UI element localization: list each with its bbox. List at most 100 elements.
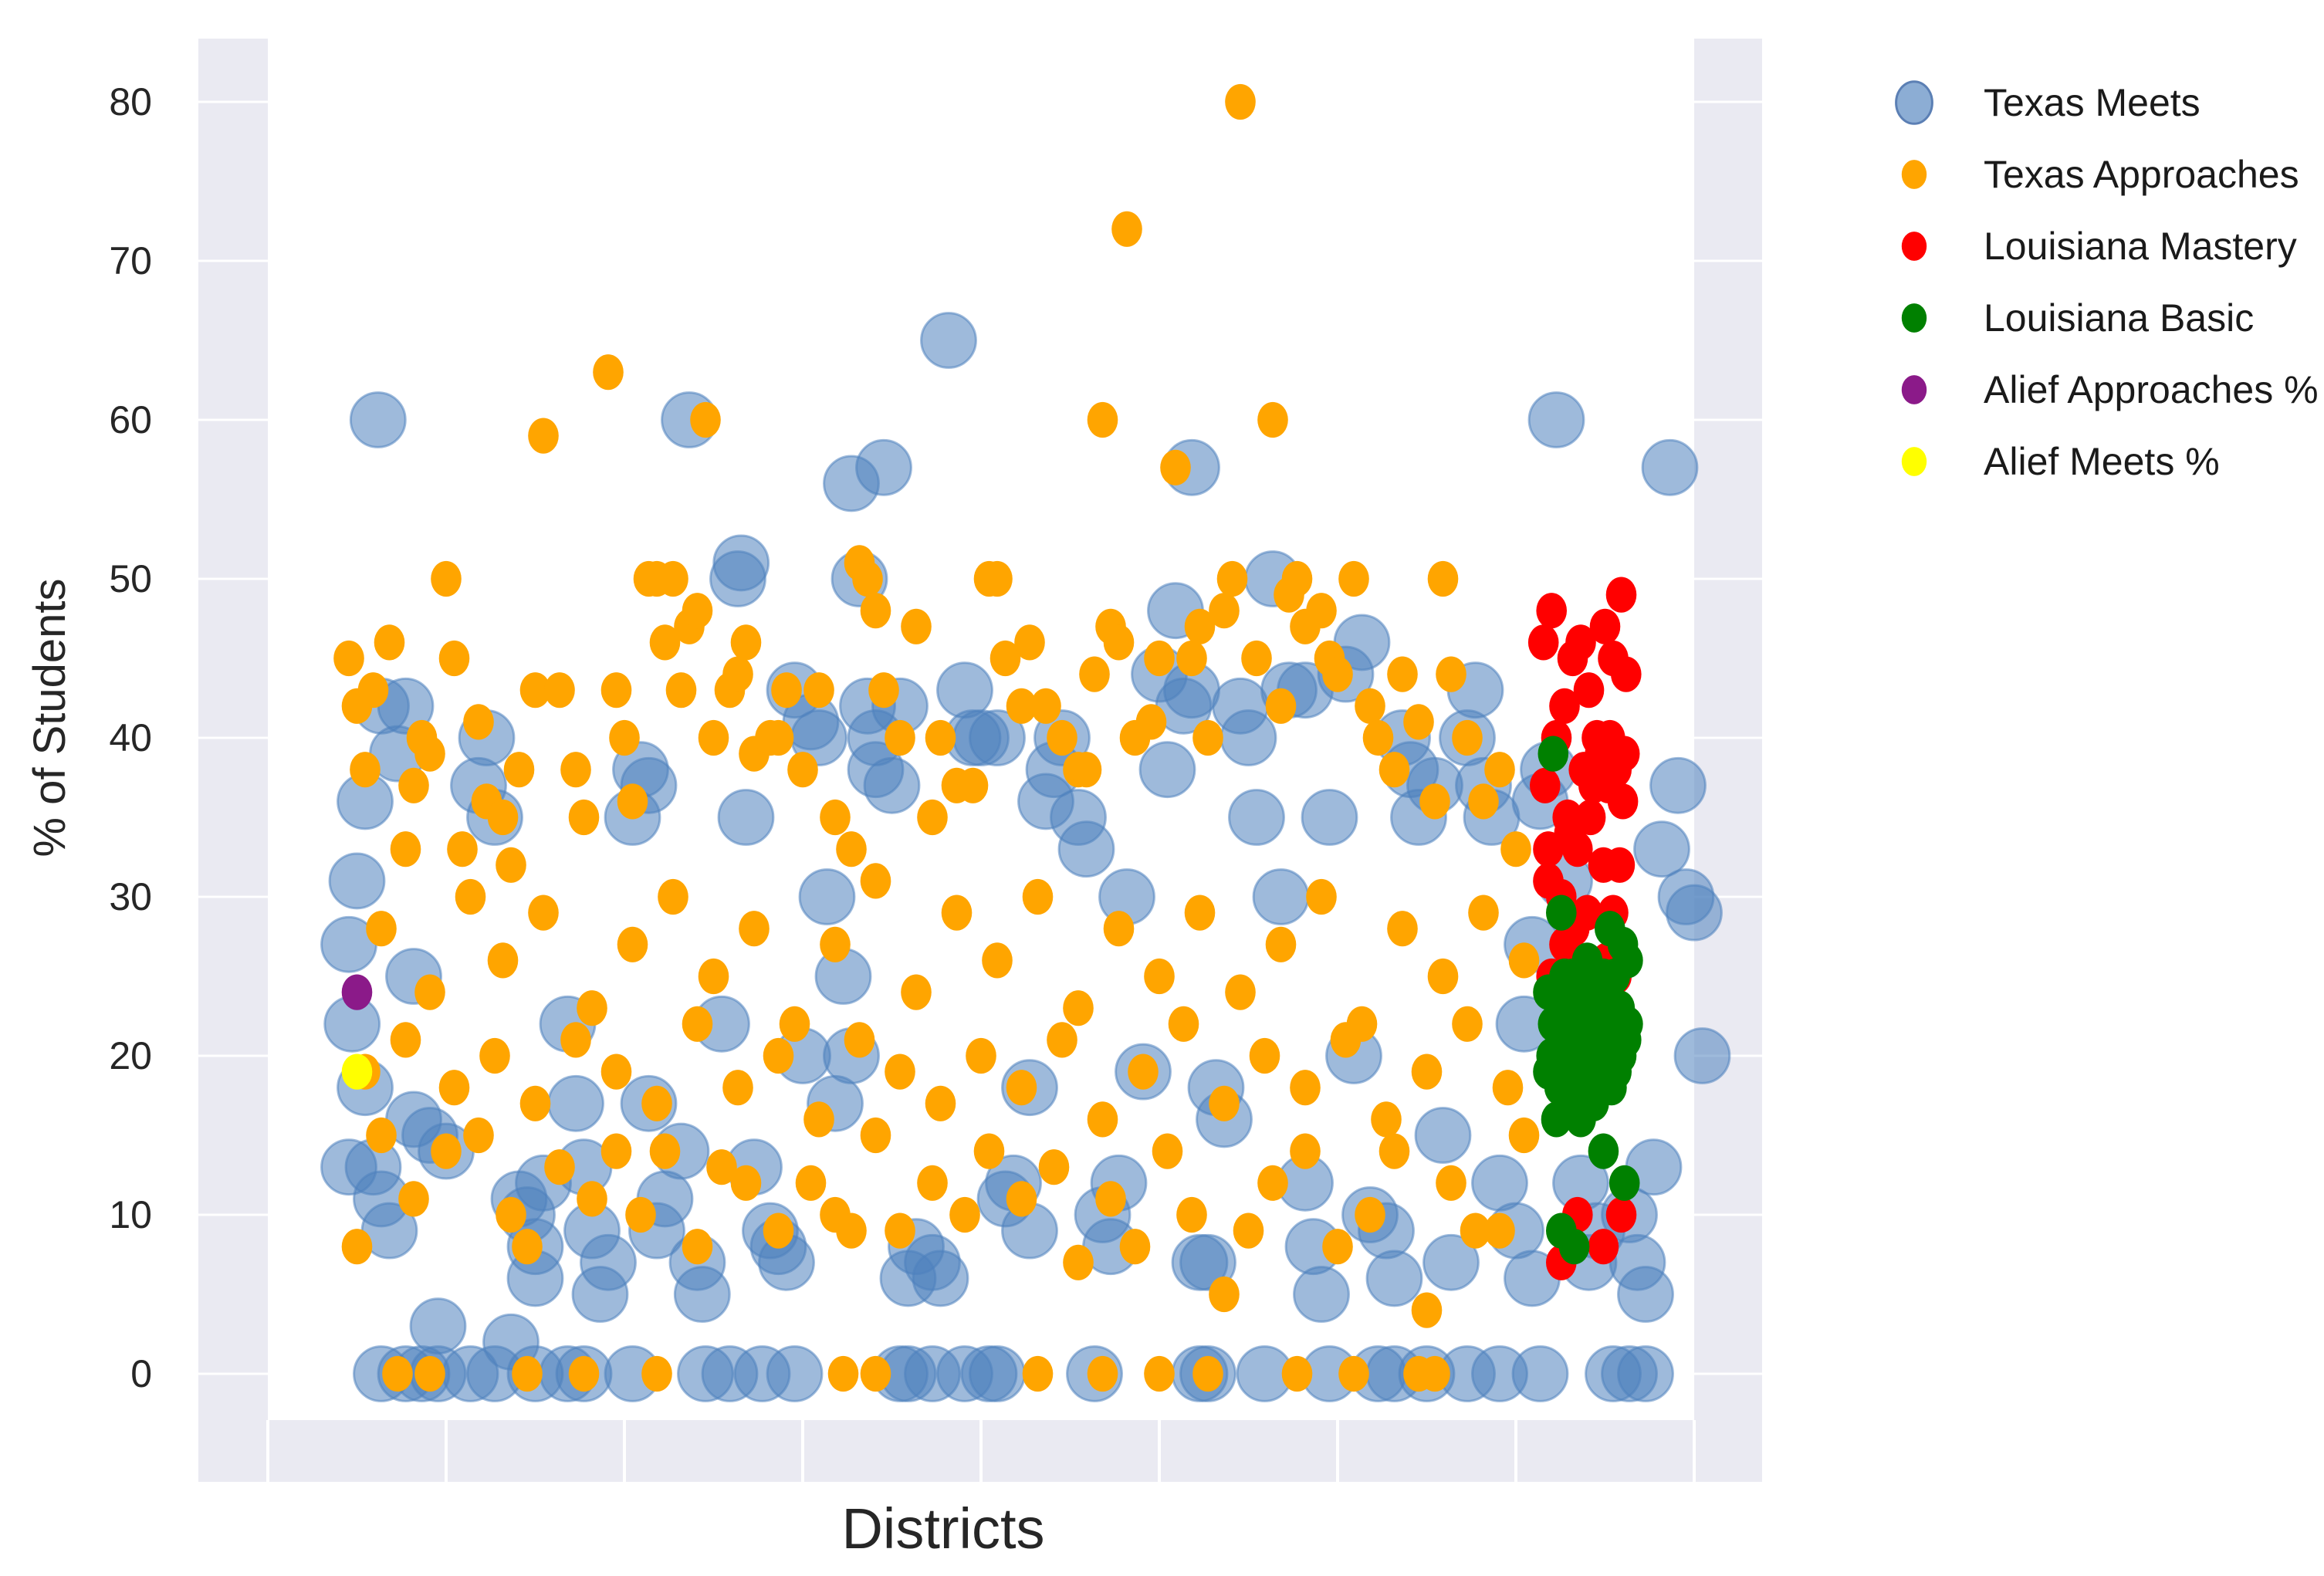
scatter-point: [868, 672, 899, 709]
scatter-point: [1135, 704, 1167, 740]
scatter-point: [1038, 1149, 1070, 1185]
scatter-point: [912, 1250, 969, 1307]
scatter-point: [917, 1165, 948, 1201]
scatter-point: [982, 942, 1013, 979]
scatter-point: [1087, 1101, 1118, 1138]
scatter-point: [600, 672, 632, 709]
scatter-point: [649, 1133, 681, 1169]
scatter-point: [1103, 624, 1135, 661]
scatter-point: [1530, 767, 1561, 803]
scatter-point: [1362, 719, 1394, 756]
scatter-point: [1160, 449, 1191, 485]
scatter-point: [739, 911, 770, 947]
scatter-point: [1573, 672, 1605, 709]
scatter-point: [625, 1196, 656, 1233]
scatter-point: [682, 1229, 713, 1265]
scatter-point: [901, 608, 932, 644]
y-tick-label: 10: [109, 1193, 152, 1236]
scatter-point: [1265, 688, 1297, 724]
scatter-point: [496, 847, 526, 883]
scatter-point: [1379, 1133, 1410, 1169]
scatter-point: [1379, 752, 1410, 788]
scatter-point: [1419, 783, 1450, 820]
scatter-point: [398, 1181, 429, 1217]
scatter-point: [1014, 624, 1045, 661]
scatter-point: [1192, 719, 1223, 756]
scatter-point: [577, 1181, 607, 1217]
scatter-point: [438, 640, 470, 677]
scatter-point: [1241, 640, 1272, 677]
scatter-point: [1592, 767, 1624, 803]
scatter-point: [1468, 895, 1499, 931]
scatter-point: [1562, 1037, 1593, 1074]
scatter-point: [398, 767, 429, 803]
scatter-point: [863, 756, 921, 814]
scatter-point: [941, 895, 973, 931]
scatter-point: [1617, 1266, 1674, 1323]
scatter-point: [1427, 560, 1459, 597]
scatter-point: [349, 391, 407, 448]
scatter-point: [844, 1022, 875, 1058]
scatter-point: [1006, 688, 1037, 724]
scatter-point: [1047, 719, 1077, 756]
series-louisiana-basic: [1533, 736, 1643, 1265]
legend-marker: [1901, 375, 1927, 404]
scatter-point: [414, 1355, 445, 1392]
scatter-point: [409, 1297, 467, 1355]
legend-marker: [1901, 447, 1927, 476]
scatter-point: [1057, 820, 1115, 878]
scatter-point: [1281, 1355, 1313, 1392]
scatter-point: [763, 1212, 794, 1249]
scatter-point: [698, 958, 729, 995]
scatter-point: [1422, 1233, 1480, 1291]
scatter-point: [1209, 1276, 1240, 1313]
scatter-point: [1571, 895, 1603, 931]
scatter-point: [366, 1117, 397, 1154]
scatter-point: [1144, 958, 1175, 995]
scatter-point: [982, 560, 1013, 597]
scatter-point: [1649, 756, 1707, 814]
scatter-point: [1184, 895, 1216, 931]
scatter-point: [1452, 719, 1483, 756]
scatter-point: [431, 1133, 462, 1169]
scatter-point: [512, 1355, 543, 1392]
legend-label: Texas Meets: [1984, 81, 2201, 124]
scatter-point: [1527, 391, 1585, 448]
scatter-point: [1588, 1229, 1619, 1265]
scatter-point: [860, 863, 891, 899]
scatter-point: [1176, 1196, 1207, 1233]
scatter-point: [1192, 1355, 1223, 1392]
scatter-point: [1006, 1181, 1037, 1217]
scatter-point: [1257, 401, 1288, 438]
scatter-point: [560, 1022, 591, 1058]
scatter-point: [1301, 789, 1358, 846]
scatter-point: [989, 640, 1021, 677]
scatter-point: [568, 1355, 600, 1392]
scatter-point: [1144, 640, 1175, 677]
scatter-point: [463, 704, 494, 740]
scatter-point: [1565, 624, 1596, 661]
scatter-point: [1617, 1345, 1674, 1402]
scatter-point: [1609, 736, 1640, 772]
scatter-point: [885, 1053, 915, 1090]
scatter-point: [1179, 1233, 1236, 1291]
scatter-point: [1468, 783, 1499, 820]
scatter-point: [593, 354, 624, 391]
scatter-point: [771, 672, 802, 709]
scatter-point: [479, 1037, 510, 1074]
scatter-point: [973, 1133, 1005, 1169]
scatter-point: [860, 593, 891, 629]
scatter-point: [885, 1212, 915, 1249]
scatter-point: [1184, 608, 1216, 644]
legend-marker: [1901, 160, 1927, 189]
scatter-point: [333, 640, 364, 677]
y-tick-label: 20: [109, 1034, 152, 1077]
scatter-point: [1168, 1006, 1199, 1042]
scatter-point: [414, 736, 445, 772]
scatter-point: [1604, 847, 1636, 883]
scatter-point: [328, 852, 386, 910]
scatter-point: [920, 312, 977, 369]
scatter-point: [390, 1022, 421, 1058]
scatter-point: [766, 1345, 824, 1402]
